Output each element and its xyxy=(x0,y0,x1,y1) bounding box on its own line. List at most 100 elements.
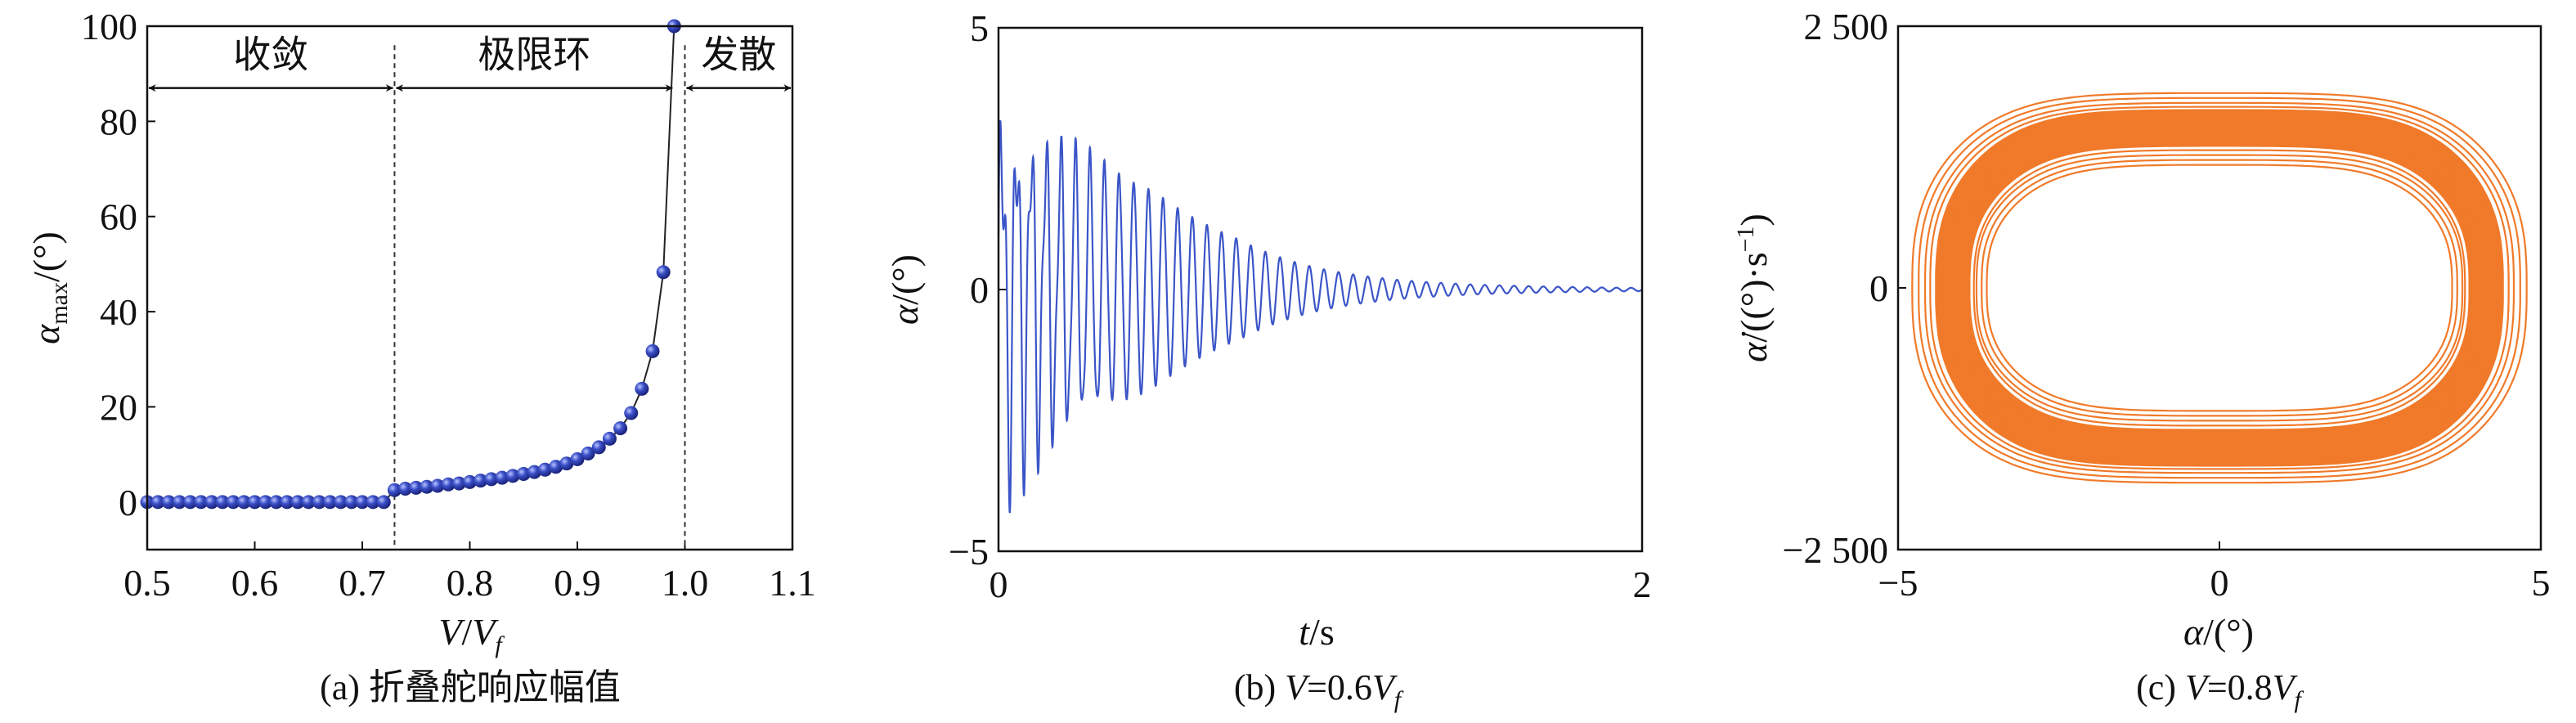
data-point-marker xyxy=(516,466,531,481)
data-point-marker xyxy=(226,495,240,510)
y-tick-label: 5 xyxy=(970,7,989,49)
data-point-marker xyxy=(269,495,284,510)
data-point-marker xyxy=(505,469,520,483)
plot-frame xyxy=(146,25,794,551)
data-point-marker xyxy=(538,462,553,477)
plot-frame xyxy=(997,26,1644,553)
data-point-marker xyxy=(194,495,209,510)
data-point-marker xyxy=(430,478,445,493)
data-point-marker xyxy=(376,495,391,510)
phase-orbit-line xyxy=(1923,101,2515,474)
exponent: −1 xyxy=(1732,226,1759,252)
phase-orbit-line xyxy=(1986,164,2453,412)
f-subscript: f xyxy=(2295,686,2304,713)
x-tick-label: −5 xyxy=(1878,562,1919,604)
y-tick-label: −2 500 xyxy=(1783,529,1888,571)
dense-orbit-band-line xyxy=(1950,126,2488,450)
caption-prefix: (a) xyxy=(320,667,369,707)
unit: /((°)·s xyxy=(1733,252,1775,342)
dense-orbit-band-line xyxy=(1961,137,2478,438)
paren: ) xyxy=(1733,213,1775,226)
data-point-marker xyxy=(344,495,359,510)
phase-orbit-line xyxy=(1918,97,2521,479)
data-point-marker xyxy=(301,495,316,510)
data-point-marker xyxy=(570,451,585,466)
x-tick-label: 5 xyxy=(2532,562,2551,604)
data-point-marker xyxy=(290,495,305,510)
data-point-marker xyxy=(323,495,338,510)
y-tick-label: −5 xyxy=(949,531,989,573)
unit: /(°) xyxy=(2203,611,2254,653)
caption-text: 折叠舵响应幅值 xyxy=(369,667,621,707)
data-point-marker xyxy=(645,344,660,358)
data-point-marker xyxy=(635,381,649,396)
data-point-marker xyxy=(656,265,671,280)
data-point-marker xyxy=(495,470,509,485)
data-point-marker xyxy=(183,495,198,510)
x-tick-label: 1.1 xyxy=(769,562,816,604)
t-symbol: t xyxy=(1299,611,1310,653)
panel-c-x-axis-label: α/(°) xyxy=(2183,611,2254,653)
x-tick-label: 0.5 xyxy=(123,562,171,604)
data-point-marker xyxy=(463,474,477,489)
x-tick-label: 0.9 xyxy=(554,562,601,604)
data-point-marker xyxy=(613,421,628,436)
data-point-marker xyxy=(409,480,424,495)
dense-orbit-band-line xyxy=(1955,131,2484,445)
equals: =0.6 xyxy=(1307,667,1372,707)
x-tick-label: 0 xyxy=(990,564,1008,605)
panel-c-y-axis-label: α̇/((°)·s−1) xyxy=(1732,213,1775,362)
panel-b-y-axis-label: α/(°) xyxy=(884,254,926,325)
amplitude-line xyxy=(147,25,675,503)
dense-orbit-band-line xyxy=(1950,125,2489,451)
panel-a-amplitude-chart: 0.5 0.6 0.7 0.8 0.9 1.0 1.1 0 20 40 60 80 100 收敛 极限环 发散 xyxy=(81,6,816,604)
data-point-marker xyxy=(484,472,499,487)
data-point-marker xyxy=(441,477,456,492)
data-point-marker xyxy=(366,495,380,510)
x-tick-label: 2 xyxy=(1633,564,1652,605)
caption-prefix: (c) xyxy=(2136,667,2185,707)
slash: / xyxy=(461,611,472,653)
unit: /s xyxy=(1309,611,1335,653)
phase-orbit-line xyxy=(1911,92,2528,484)
data-point-marker xyxy=(204,495,219,510)
y-tick-label: 100 xyxy=(81,6,137,47)
x-tick-label: 1.0 xyxy=(662,562,709,604)
v-symbol: V xyxy=(2273,667,2299,707)
data-point-marker xyxy=(172,495,186,510)
equals: =0.8 xyxy=(2207,667,2273,707)
alpha-symbol: α xyxy=(25,324,67,344)
dense-orbit-band-line xyxy=(1946,122,2493,454)
v-symbol: V xyxy=(1285,667,1311,707)
dense-orbit-band-line xyxy=(1966,142,2473,433)
data-point-marker xyxy=(602,431,617,446)
data-point-marker xyxy=(527,465,541,479)
f-subscript: f xyxy=(1394,686,1404,713)
dense-orbit-band-line xyxy=(1945,121,2493,455)
v-symbol: V xyxy=(438,611,465,653)
data-point-marker xyxy=(161,495,176,510)
x-tick-label: 0.7 xyxy=(339,562,386,604)
alpha-symbol: α xyxy=(884,304,926,325)
v-symbol: V xyxy=(1372,667,1398,707)
v-symbol: V xyxy=(472,611,499,653)
phase-orbit-line xyxy=(1981,159,2458,417)
data-point-marker xyxy=(355,495,370,510)
f-subscript: f xyxy=(495,631,505,658)
y-tick-label: 0 xyxy=(119,482,137,523)
dense-orbit-band-line xyxy=(1945,120,2494,456)
unit: /(°) xyxy=(884,254,926,305)
dense-orbit-band-line xyxy=(1949,124,2490,451)
panel-b-time-response-chart: 0 2−505 xyxy=(949,7,1651,605)
dense-orbit-band-line xyxy=(1960,137,2479,439)
data-point-marker xyxy=(420,479,434,494)
phase-orbit-line xyxy=(1975,154,2464,422)
y-tick-label: 80 xyxy=(100,101,137,142)
panel-a-y-axis-label: αmax/(°) xyxy=(25,231,73,344)
phase-orbit-line xyxy=(1972,149,2466,427)
data-point-marker xyxy=(581,446,595,460)
data-point-marker xyxy=(280,495,294,510)
dense-orbit-band-line xyxy=(1962,138,2477,438)
data-point-marker xyxy=(150,495,165,510)
